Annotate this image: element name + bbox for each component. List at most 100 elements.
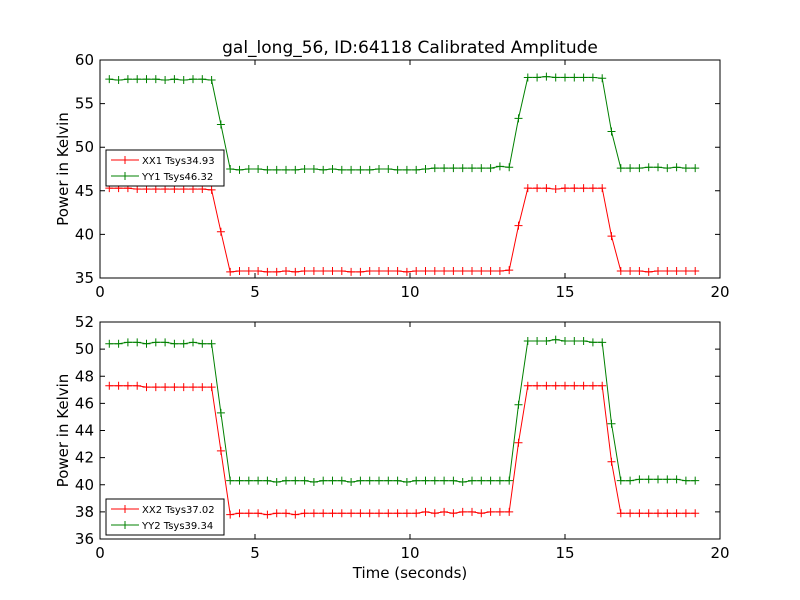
data-point bbox=[598, 74, 607, 83]
data-point bbox=[198, 339, 207, 348]
data-point bbox=[216, 227, 225, 236]
data-point bbox=[468, 476, 476, 485]
legend-box bbox=[105, 498, 225, 536]
data-point bbox=[421, 476, 430, 485]
data-point bbox=[337, 165, 346, 174]
data-point bbox=[542, 72, 551, 81]
legend-entry-label: YY1 Tsys46.32 bbox=[141, 172, 213, 183]
data-point bbox=[533, 73, 542, 82]
data-point bbox=[654, 163, 662, 172]
data-point bbox=[626, 267, 635, 276]
data-point bbox=[598, 381, 607, 390]
data-point bbox=[551, 73, 560, 82]
data-point bbox=[430, 267, 439, 276]
y-tick-label: 46 bbox=[75, 394, 94, 412]
data-point bbox=[319, 476, 328, 485]
data-point bbox=[356, 476, 365, 485]
data-point bbox=[616, 476, 625, 485]
y-tick-label: 38 bbox=[75, 503, 94, 521]
y-tick-label: 60 bbox=[75, 51, 94, 69]
x-axis-label: Time (seconds) bbox=[352, 564, 468, 582]
legend-box bbox=[105, 149, 225, 187]
data-point bbox=[235, 509, 244, 518]
data-point bbox=[319, 165, 328, 174]
data-point bbox=[300, 267, 309, 276]
data-point bbox=[458, 478, 467, 487]
data-point bbox=[309, 509, 318, 518]
data-point bbox=[421, 165, 430, 173]
data-point bbox=[635, 164, 644, 173]
data-point bbox=[449, 509, 458, 518]
data-point bbox=[272, 165, 281, 174]
data-point bbox=[533, 381, 542, 390]
data-point bbox=[486, 164, 495, 173]
data-point bbox=[533, 184, 542, 193]
data-point bbox=[440, 267, 449, 276]
data-point bbox=[579, 381, 588, 390]
data-point bbox=[133, 75, 142, 84]
data-point bbox=[412, 165, 421, 174]
data-point bbox=[151, 338, 160, 347]
chart-title: gal_long_56, ID:64118 Calibrated Amplitu… bbox=[222, 38, 598, 58]
data-point bbox=[561, 73, 569, 82]
data-point bbox=[626, 164, 635, 173]
data-point bbox=[495, 162, 504, 171]
data-point bbox=[542, 381, 551, 390]
data-point bbox=[644, 267, 653, 276]
data-point bbox=[375, 267, 383, 276]
data-point bbox=[533, 336, 542, 345]
data-point bbox=[691, 509, 700, 518]
data-point bbox=[561, 381, 569, 390]
data-point bbox=[430, 164, 439, 173]
data-point bbox=[477, 164, 486, 173]
data-point bbox=[393, 476, 402, 485]
data-point bbox=[282, 267, 290, 276]
data-point bbox=[198, 75, 207, 84]
data-point bbox=[254, 476, 263, 485]
data-point bbox=[309, 165, 318, 173]
data-point bbox=[226, 510, 235, 519]
data-point bbox=[282, 509, 290, 518]
data-point bbox=[523, 73, 532, 82]
data-point bbox=[114, 76, 123, 85]
data-point bbox=[207, 185, 216, 194]
data-point bbox=[328, 267, 337, 276]
data-point bbox=[477, 476, 486, 485]
data-point bbox=[347, 165, 356, 174]
data-point bbox=[570, 184, 579, 193]
data-point bbox=[291, 165, 300, 174]
data-point bbox=[449, 476, 458, 485]
data-point bbox=[616, 164, 625, 173]
y-axis-label: Power in Kelvin bbox=[54, 374, 72, 488]
data-point bbox=[468, 267, 476, 276]
data-point bbox=[542, 184, 551, 193]
data-point bbox=[244, 267, 253, 276]
data-point bbox=[505, 266, 514, 275]
data-point bbox=[207, 339, 216, 348]
data-point bbox=[551, 335, 560, 344]
data-point bbox=[319, 509, 328, 518]
data-point bbox=[291, 267, 300, 276]
data-point bbox=[161, 383, 170, 392]
data-point bbox=[691, 476, 700, 485]
data-point bbox=[216, 446, 225, 455]
data-point bbox=[402, 165, 411, 174]
data-point bbox=[468, 164, 476, 173]
data-point bbox=[691, 267, 700, 276]
data-point bbox=[365, 509, 374, 518]
data-point bbox=[691, 164, 700, 173]
y-tick-label: 55 bbox=[75, 95, 94, 113]
data-point bbox=[570, 381, 579, 390]
data-point bbox=[384, 267, 393, 276]
data-point bbox=[254, 165, 263, 173]
data-point bbox=[486, 476, 495, 485]
y-tick-label: 35 bbox=[75, 269, 94, 287]
data-point bbox=[495, 476, 504, 485]
data-point bbox=[347, 267, 356, 276]
legend-entry-label: XX2 Tsys37.02 bbox=[142, 505, 215, 516]
data-point bbox=[644, 509, 653, 518]
data-point bbox=[356, 267, 365, 276]
data-point bbox=[654, 267, 662, 276]
data-point bbox=[179, 339, 188, 348]
data-point bbox=[384, 476, 393, 485]
